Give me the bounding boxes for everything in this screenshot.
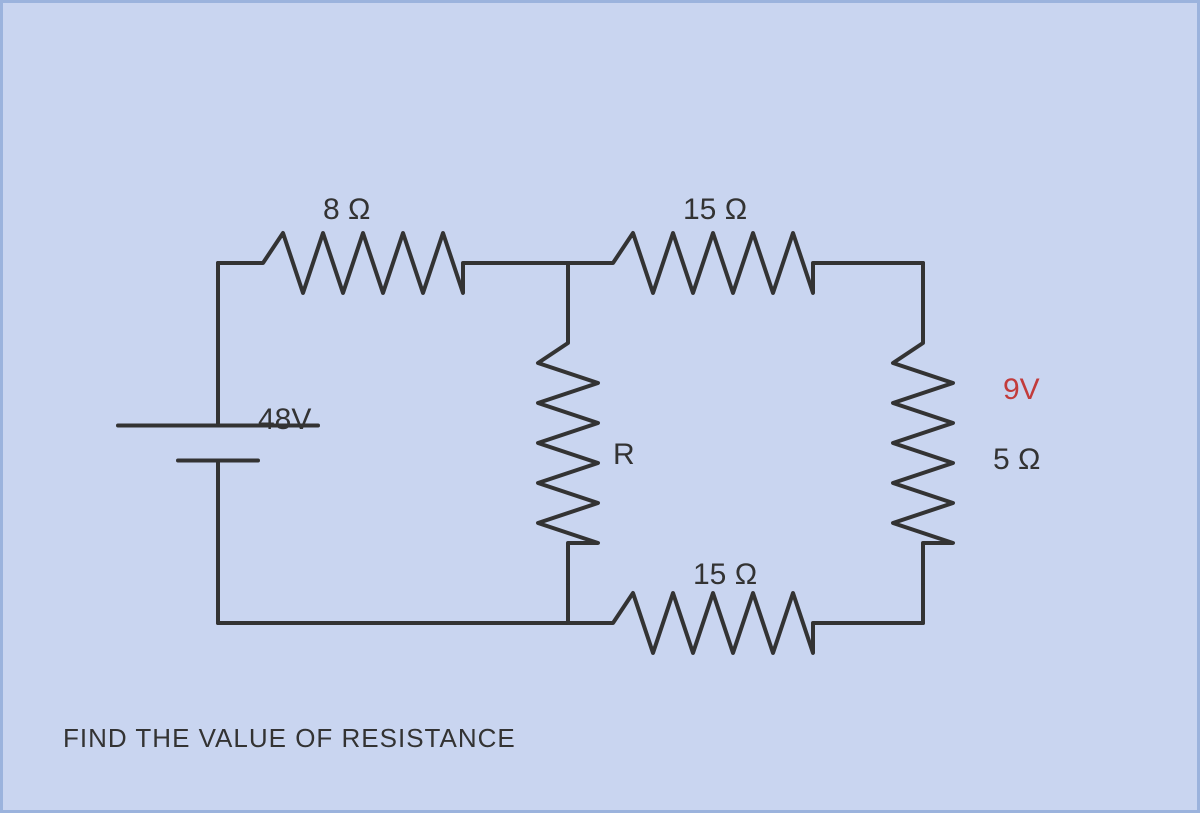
label-r-right: 5 Ω [993, 443, 1040, 477]
circuit-page: 8 Ω 15 Ω 15 Ω R 5 Ω 48V 9V FIND THE VALU… [0, 0, 1200, 813]
label-r-top-right: 15 Ω [683, 193, 747, 227]
caption: FIND THE VALUE OF RESISTANCE [63, 723, 516, 754]
label-r-center: R [613, 438, 635, 472]
label-v-left: 48V [258, 403, 311, 437]
label-r-top-left: 8 Ω [323, 193, 370, 227]
label-r-bottom: 15 Ω [693, 558, 757, 592]
label-v-right: 9V [1003, 373, 1040, 407]
circuit-svg [3, 3, 1200, 813]
